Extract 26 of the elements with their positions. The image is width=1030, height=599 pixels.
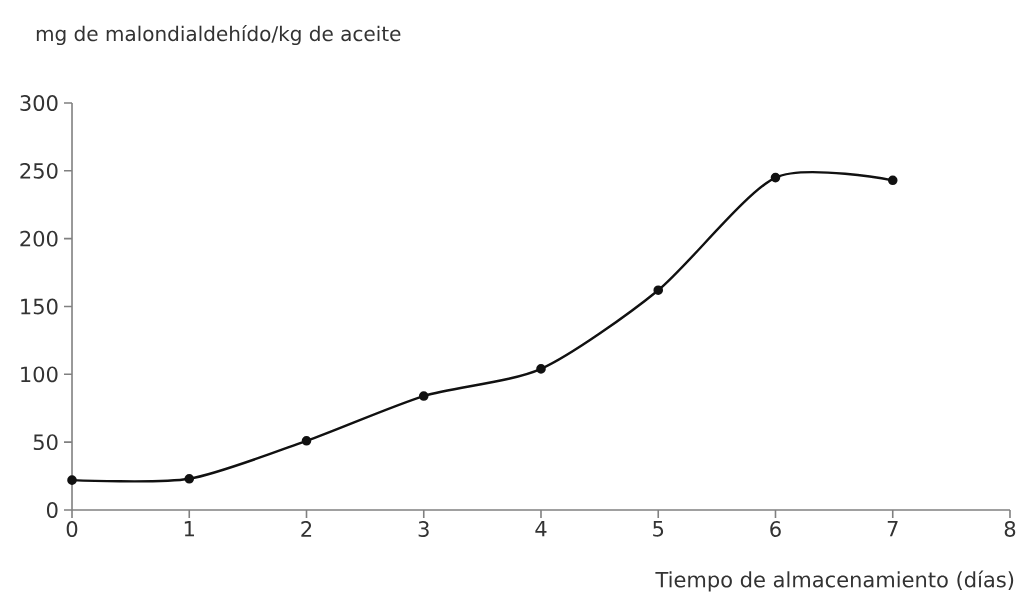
point	[301, 435, 312, 446]
y-tick-label: 150	[21, 298, 58, 315]
point	[184, 473, 195, 484]
point	[653, 285, 664, 296]
y-axis-title: mg de malondialdehído/kg de aceite	[36, 24, 401, 46]
y-tick-label: 0	[46, 502, 58, 518]
x-tick-label: 5	[653, 521, 664, 537]
y-tick-label: 200	[20, 230, 58, 247]
x-tick-label: 8	[1004, 521, 1016, 537]
x-tick-label: 1	[184, 521, 194, 537]
point	[887, 175, 898, 186]
point	[770, 172, 781, 183]
point	[536, 364, 546, 374]
y-tick-label: 100	[21, 366, 58, 383]
x-tick-label: 2	[301, 521, 312, 537]
x-tick-label: 6	[770, 521, 781, 537]
point	[418, 391, 429, 401]
x-tick-label: 0	[66, 521, 78, 537]
x-axis-title: Tiempo de almacenamiento (días)	[655, 570, 1014, 592]
y-tick-label: 50	[33, 434, 58, 451]
point	[67, 475, 77, 485]
x-tick-label: 4	[535, 521, 547, 537]
x-tick-label: 3	[418, 521, 429, 537]
x-tick-label: 7	[887, 521, 898, 537]
y-tick-label: 250	[20, 162, 58, 179]
y-tick-label: 300	[20, 95, 58, 111]
